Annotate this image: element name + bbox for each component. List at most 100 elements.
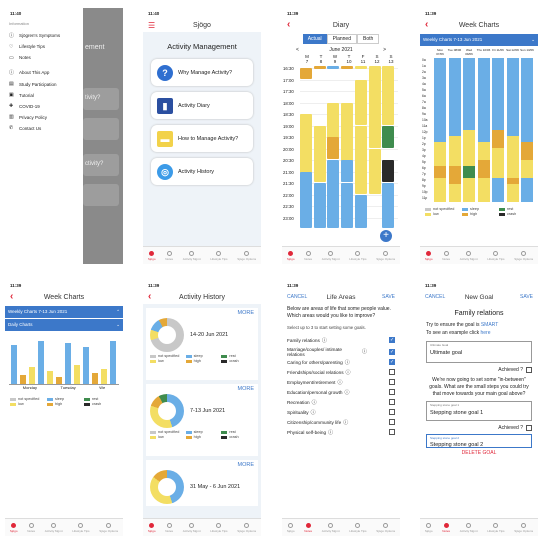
- tab-item[interactable]: Lifestyle Tips: [210, 250, 228, 261]
- history-card[interactable]: MORE 14-20 Jun 2021 not specified sleep rest…: [146, 308, 258, 380]
- weekly-banner[interactable]: Weekly Charts 7-13 Jun 2021 ⌃: [5, 306, 123, 318]
- diary-block[interactable]: [382, 125, 395, 148]
- diary-block[interactable]: [327, 137, 340, 159]
- tab-item[interactable]: Sjögo Options: [514, 522, 533, 533]
- more-link[interactable]: MORE: [237, 386, 255, 392]
- tab-item[interactable]: Sjögo Options: [237, 250, 256, 261]
- tab-item[interactable]: Sjögo Options: [376, 522, 395, 533]
- activity-card[interactable]: ▬ How to Manage Activity?: [151, 125, 253, 152]
- life-area-row[interactable]: Caring for others/parenting ⓘ ✓: [287, 359, 395, 366]
- diary-block[interactable]: [327, 160, 340, 228]
- diary-block[interactable]: [313, 183, 326, 228]
- day-col-header[interactable]: T 10: [346, 54, 352, 64]
- achieved-checkbox[interactable]: [526, 367, 532, 373]
- diary-block[interactable]: [313, 66, 326, 69]
- tab-item[interactable]: Sjögo Options: [376, 250, 395, 261]
- activity-card[interactable]: ▮ Activity Diary: [151, 92, 253, 119]
- seg-actual[interactable]: Actual: [302, 34, 327, 44]
- example-link[interactable]: here: [480, 330, 491, 336]
- area-checkbox[interactable]: [389, 429, 395, 435]
- activity-card[interactable]: ? Why Manage Activity?: [151, 59, 253, 86]
- diary-block[interactable]: [382, 68, 395, 125]
- menu-item[interactable]: ⓘ About This App: [9, 70, 50, 76]
- menu-item[interactable]: ▣ Tutorial: [9, 92, 34, 98]
- tab-item[interactable]: Notes: [442, 250, 450, 261]
- diary-block[interactable]: [382, 66, 395, 69]
- life-area-row[interactable]: Education/personal growth ⓘ: [287, 389, 395, 396]
- tab-item[interactable]: Sjögo: [10, 522, 18, 533]
- tab-item[interactable]: Sjögo: [425, 522, 433, 533]
- menu-item[interactable]: ▥ Privacy Policy: [9, 114, 48, 120]
- save-button[interactable]: SAVE: [382, 294, 395, 300]
- diary-block[interactable]: [341, 66, 354, 69]
- tab-item[interactable]: Activity Mgmt: [322, 250, 340, 261]
- life-area-row[interactable]: Employment/retirement ⓘ: [287, 379, 395, 386]
- life-area-row[interactable]: Spirituality ⓘ: [287, 409, 395, 416]
- diary-block[interactable]: [354, 66, 367, 69]
- tab-item[interactable]: Lifestyle Tips: [487, 522, 505, 533]
- save-button[interactable]: SAVE: [520, 294, 533, 300]
- area-checkbox[interactable]: [389, 389, 395, 395]
- tab-item[interactable]: Lifestyle Tips: [349, 250, 367, 261]
- diary-block[interactable]: [382, 160, 395, 182]
- info-icon[interactable]: ⓘ: [337, 379, 343, 386]
- day-col-header[interactable]: S 13: [388, 54, 394, 64]
- diary-block[interactable]: [354, 125, 367, 194]
- menu-item[interactable]: ✆ Contact Us: [9, 125, 42, 131]
- life-area-row[interactable]: Physical self-being ⓘ: [287, 429, 395, 436]
- diary-block[interactable]: [327, 66, 340, 69]
- menu-item[interactable]: ⓘ Sjögren's Symptoms: [9, 32, 61, 39]
- weekly-banner[interactable]: Weekly Charts 7-13 Jun 2021 ⌄: [420, 34, 538, 46]
- hamburger-icon[interactable]: ☰: [148, 20, 156, 30]
- tab-item[interactable]: Lifestyle Tips: [210, 522, 228, 533]
- tab-item[interactable]: Sjögo Options: [514, 250, 533, 261]
- menu-item[interactable]: ▭ Notes: [9, 54, 31, 61]
- ultimate-goal-field[interactable]: Ultimate Goal Ultimate goal: [426, 341, 532, 363]
- tab-item[interactable]: Lifestyle Tips: [487, 250, 505, 261]
- area-checkbox[interactable]: [389, 409, 395, 415]
- diary-block[interactable]: [368, 148, 381, 194]
- seg-both[interactable]: Both: [356, 34, 380, 44]
- tab-item[interactable]: Activity Mgmt: [183, 250, 201, 261]
- more-link[interactable]: MORE: [237, 310, 255, 316]
- tab-item[interactable]: Sjögo: [148, 250, 156, 261]
- back-chevron-icon[interactable]: ‹: [425, 19, 429, 30]
- history-card[interactable]: MORE 31 May - 6 Jun 2021: [146, 460, 258, 506]
- cancel-button[interactable]: CANCEL: [287, 294, 308, 300]
- tab-item[interactable]: Activity Mgmt: [460, 522, 478, 533]
- life-area-row[interactable]: Citizenship/community life ⓘ: [287, 419, 395, 426]
- diary-block[interactable]: [368, 68, 381, 148]
- back-chevron-icon[interactable]: ‹: [10, 291, 14, 302]
- info-icon[interactable]: ⓘ: [328, 429, 334, 436]
- tab-item[interactable]: Activity Mgmt: [460, 250, 478, 261]
- menu-item[interactable]: ✚ COVID-19: [9, 103, 40, 109]
- tab-item[interactable]: Lifestyle Tips: [72, 522, 90, 533]
- area-checkbox[interactable]: [389, 399, 395, 405]
- more-link[interactable]: MORE: [237, 462, 255, 468]
- diary-block[interactable]: [300, 171, 312, 228]
- day-col-header[interactable]: F 11: [360, 54, 366, 64]
- smart-link[interactable]: SMART: [480, 322, 499, 328]
- achieved-checkbox[interactable]: [526, 425, 532, 432]
- tab-item[interactable]: Activity Mgmt: [322, 522, 340, 533]
- area-checkbox[interactable]: ✓: [389, 337, 395, 343]
- add-entry-button[interactable]: +: [380, 230, 392, 242]
- tab-item[interactable]: Lifestyle Tips: [349, 522, 367, 533]
- tab-item[interactable]: Notes: [304, 522, 312, 533]
- tab-item[interactable]: Notes: [27, 522, 35, 533]
- diary-block[interactable]: [341, 160, 354, 182]
- info-icon[interactable]: ⓘ: [343, 419, 349, 426]
- tab-item[interactable]: Sjögo Options: [99, 522, 118, 533]
- info-icon[interactable]: ⓘ: [311, 399, 317, 406]
- life-area-row[interactable]: Marriage/couples/ intimate relations ⓘ ✓: [287, 346, 395, 357]
- info-icon[interactable]: ⓘ: [361, 349, 367, 355]
- seg-planned[interactable]: Planned: [326, 34, 357, 44]
- area-checkbox[interactable]: ✓: [389, 359, 395, 365]
- diary-block[interactable]: [354, 79, 367, 125]
- info-icon[interactable]: ⓘ: [345, 369, 351, 376]
- info-icon[interactable]: ⓘ: [344, 359, 350, 366]
- back-chevron-icon[interactable]: ‹: [287, 19, 291, 30]
- diary-block[interactable]: [368, 66, 381, 69]
